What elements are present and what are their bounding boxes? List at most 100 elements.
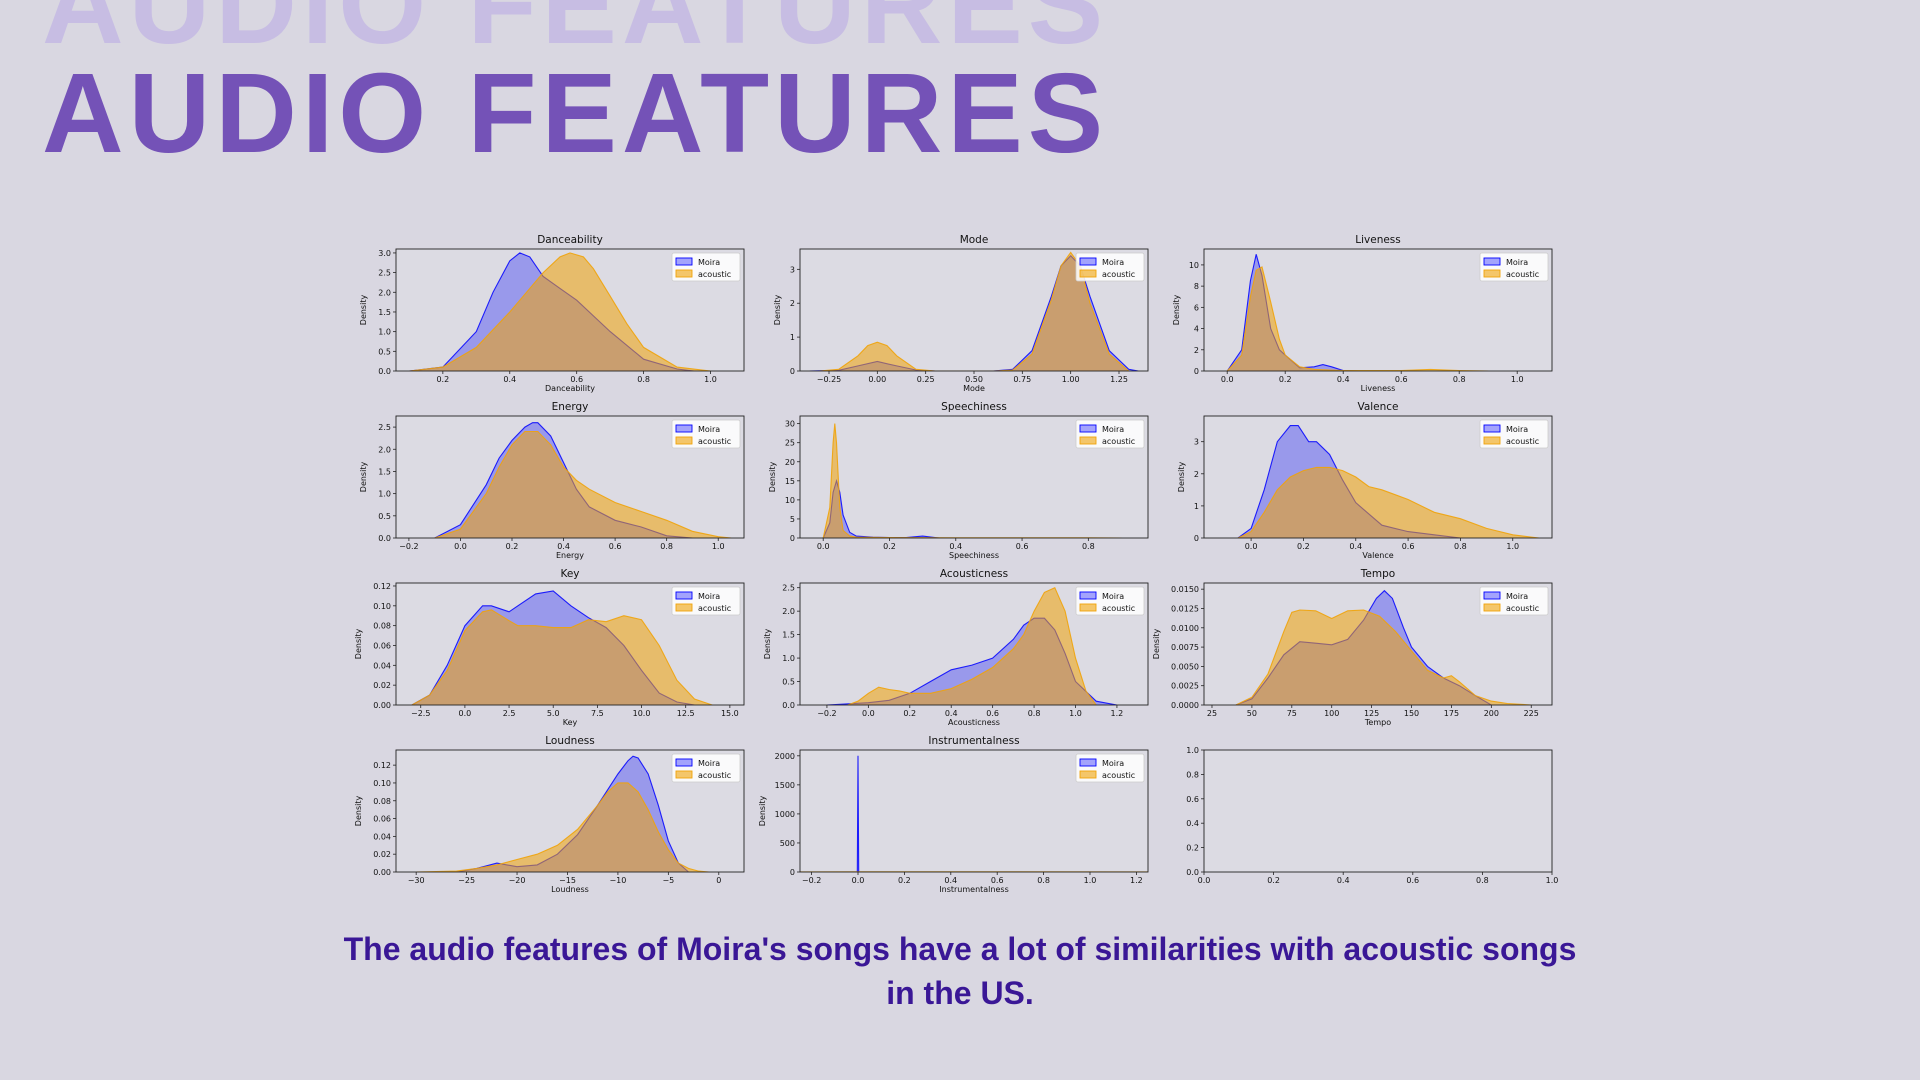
- chart-title: Speechiness: [941, 401, 1007, 413]
- series-line-acoustic: [1237, 466, 1539, 538]
- axes-frame: [799, 415, 1149, 539]
- legend: Moira acoustic: [671, 252, 741, 282]
- y-tick-label: 0.8: [1186, 770, 1199, 779]
- legend-swatch-acoustic: [1079, 436, 1097, 445]
- series-area-acoustic: [416, 782, 709, 872]
- y-axis-label: Density: [768, 462, 777, 493]
- series-area-acoustic: [819, 252, 1129, 371]
- series-acoustic: [847, 586, 1097, 705]
- legend: Moira acoustic: [1075, 252, 1145, 282]
- series-line-acoustic: [434, 430, 732, 538]
- legend: Moira acoustic: [671, 586, 741, 616]
- y-tick-label: 0: [790, 868, 795, 877]
- x-tick-label: 0.0: [1198, 876, 1211, 885]
- chart-loudness: −30 −25 −20 −15 −10 −5 0 0.00 0.02 0.04 0.06 0.08 0.…: [354, 735, 745, 894]
- series-line-acoustic: [847, 586, 1097, 705]
- y-tick-label: 2.0: [378, 288, 391, 297]
- y-tick-label: 2.5: [378, 269, 391, 278]
- legend-swatch-acoustic: [1483, 269, 1501, 278]
- axes-frame: [1203, 749, 1553, 873]
- y-tick-label: 0.0000: [1171, 701, 1199, 710]
- x-tick-label: 1.2: [1130, 876, 1143, 885]
- y-tick-label: 1.0: [782, 654, 795, 663]
- y-tick-label: 0.08: [373, 622, 391, 631]
- caption: The audio features of Moira's songs have…: [343, 931, 1577, 1011]
- legend-label-acoustic: acoustic: [1506, 270, 1539, 279]
- chart-title: Instrumentalness: [928, 735, 1019, 747]
- y-tick-label: 2.5: [782, 584, 795, 593]
- y-tick-label: 0.5: [782, 678, 795, 687]
- y-tick-label: 3: [790, 265, 795, 274]
- chart-title: Mode: [960, 234, 989, 246]
- series-line-acoustic: [411, 609, 713, 705]
- axes-frame: [799, 749, 1149, 873]
- legend-label-moira: Moira: [698, 425, 720, 434]
- y-tick-label: 0.5: [378, 347, 391, 356]
- x-tick-label: 0.2: [1297, 542, 1310, 551]
- x-axis-label: Liveness: [1361, 384, 1396, 393]
- series-acoustic: [409, 252, 711, 371]
- y-axis-label: Density: [354, 629, 363, 660]
- legend-swatch-acoustic: [675, 269, 693, 278]
- chart-acousticness: −0.2 0.0 0.2 0.4 0.6 0.8 1.0 1.2 0.0 0.5 1.0 1.5 2.0…: [763, 568, 1149, 727]
- y-tick-label: 1.5: [378, 308, 391, 317]
- chart-instrumentalness: −0.2 0.0 0.2 0.4 0.6 0.8 1.0 1.2 0 500 1000 1500 200…: [758, 735, 1149, 894]
- y-tick-label: 0.0150: [1171, 585, 1199, 594]
- x-tick-label: 0.6: [986, 709, 999, 718]
- y-tick-label: 1.0: [378, 490, 391, 499]
- y-tick-label: 0.6: [1186, 795, 1199, 804]
- x-axis-label: Danceability: [545, 384, 595, 393]
- y-tick-label: 5: [790, 515, 795, 524]
- chart-empty: 0.0 0.2 0.4 0.6 0.8 1.0 0.0 0.2 0.4 0.6 0.8 1.0: [1186, 746, 1558, 885]
- series-area-acoustic: [411, 609, 713, 705]
- x-tick-label: 1.25: [1110, 375, 1128, 384]
- y-tick-label: 0.2: [1186, 844, 1199, 853]
- y-tick-label: 0.08: [373, 797, 391, 806]
- y-tick-label: 1.5: [782, 631, 795, 640]
- chart-speechiness: 0.0 0.2 0.4 0.6 0.8 0 5 10 15 20 25 30 Speechiness Sp…: [768, 401, 1149, 560]
- legend-label-acoustic: acoustic: [1102, 771, 1135, 780]
- chart-valence: 0.0 0.2 0.4 0.6 0.8 1.0 0 1 2 3 Valence Valence Dens…: [1177, 401, 1553, 560]
- y-tick-label: 2: [1194, 470, 1199, 479]
- x-tick-label: −0.2: [802, 876, 821, 885]
- y-tick-label: 0.0025: [1171, 682, 1199, 691]
- chart-title: Loudness: [545, 735, 594, 747]
- x-axis-label: Loudness: [551, 885, 589, 894]
- legend-swatch-moira: [1483, 591, 1501, 600]
- legend-swatch-moira: [675, 591, 693, 600]
- y-tick-label: 25: [785, 439, 795, 448]
- legend-label-moira: Moira: [1506, 258, 1528, 267]
- x-tick-label: 1.0: [712, 542, 725, 551]
- legend-swatch-moira: [1079, 424, 1097, 433]
- x-tick-label: 100: [1324, 709, 1339, 718]
- x-tick-label: 0.4: [1349, 542, 1362, 551]
- chart-title: Danceability: [537, 234, 603, 246]
- series-line-moira: [800, 755, 1148, 872]
- chart-energy: −0.2 0.0 0.2 0.4 0.6 0.8 1.0 0.0 0.5 1.0 1.5 2.0 2.5…: [359, 401, 745, 560]
- axes-frame: [395, 749, 745, 873]
- x-tick-label: 225: [1524, 709, 1539, 718]
- series-line-acoustic: [1226, 266, 1489, 371]
- x-tick-label: 0.8: [1476, 876, 1489, 885]
- series-area-acoustic: [434, 431, 732, 538]
- legend-swatch-acoustic: [1483, 603, 1501, 612]
- y-tick-label: 6: [1194, 303, 1199, 312]
- x-tick-label: 0.4: [557, 542, 570, 551]
- y-axis-label: Density: [359, 295, 368, 326]
- y-tick-label: 0.4: [1186, 819, 1199, 828]
- legend-label-acoustic: acoustic: [698, 604, 731, 613]
- x-tick-label: 0.0: [1245, 542, 1258, 551]
- legend-label-moira: Moira: [698, 759, 720, 768]
- x-axis-label: Energy: [556, 551, 584, 560]
- x-tick-label: 15.0: [721, 709, 739, 718]
- x-tick-label: −0.2: [399, 542, 418, 551]
- series-acoustic: [1226, 266, 1489, 371]
- y-tick-label: 0.10: [373, 779, 391, 788]
- legend-label-acoustic: acoustic: [1102, 604, 1135, 613]
- x-tick-label: 175: [1444, 709, 1459, 718]
- legend-swatch-acoustic: [675, 770, 693, 779]
- chart-mode: −0.25 0.00 0.25 0.50 0.75 1.00 1.25 0 1 2 3 Mode Mod…: [773, 234, 1149, 393]
- chart-title: Valence: [1357, 401, 1398, 413]
- legend-label-acoustic: acoustic: [698, 771, 731, 780]
- y-tick-label: 0.00: [373, 868, 391, 877]
